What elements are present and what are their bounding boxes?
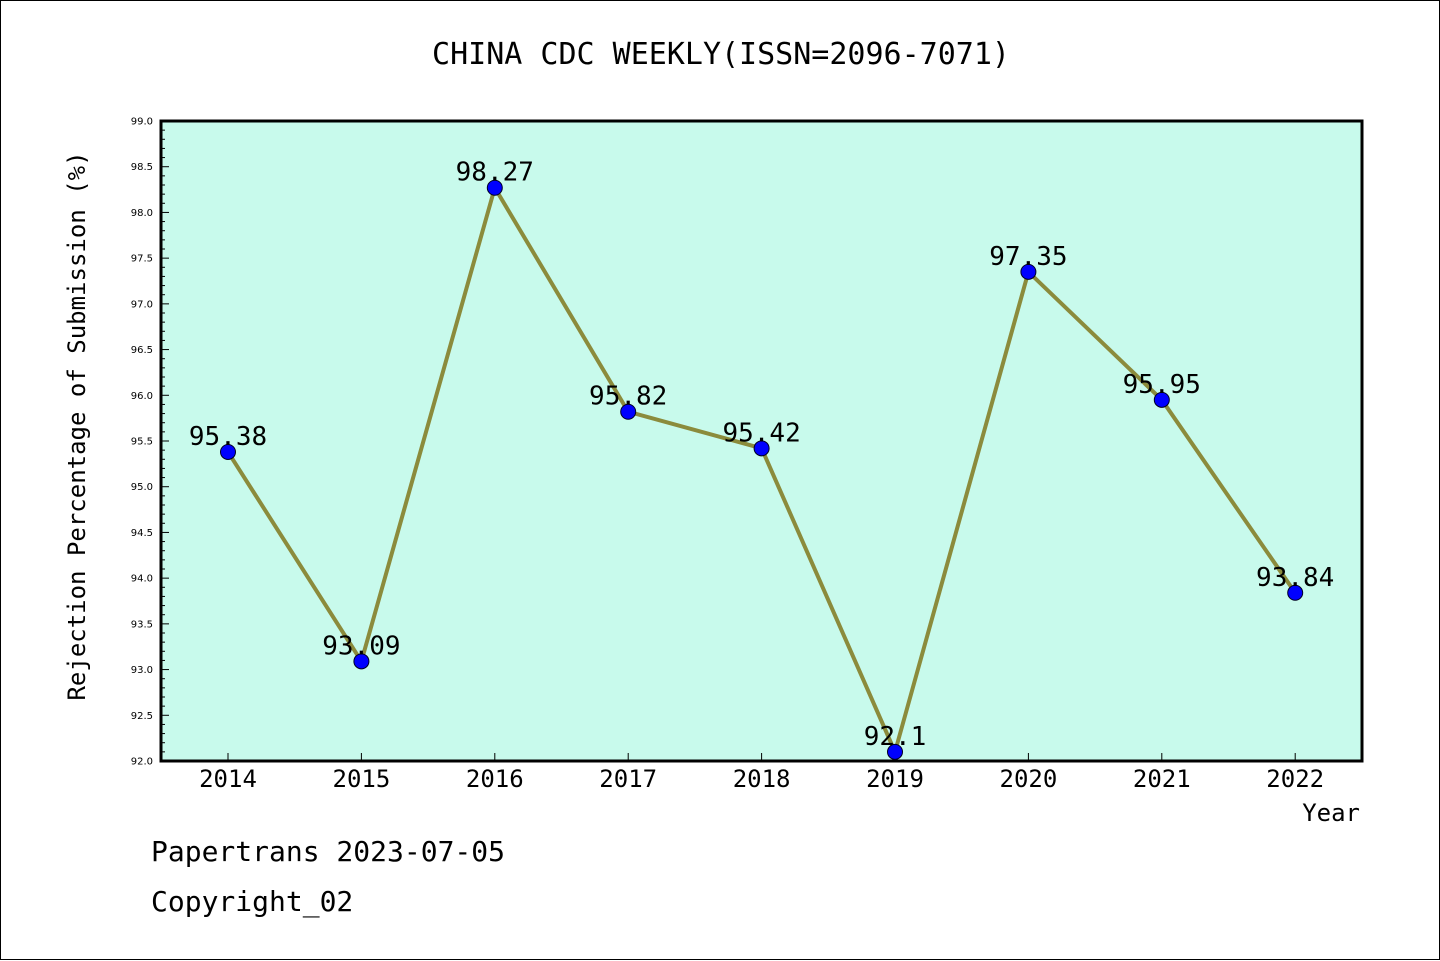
- y-tick-label: 94.0: [131, 574, 153, 585]
- chart-title: CHINA CDC WEEKLY(ISSN=2096-7071): [432, 37, 1010, 72]
- data-point: [353, 653, 370, 670]
- y-tick-label: 93.5: [131, 619, 153, 630]
- x-tick-label: 2017: [599, 765, 657, 793]
- data-label: 95.42: [722, 418, 800, 448]
- x-tick-label: 2016: [466, 765, 524, 793]
- y-tick-label: 99.0: [131, 117, 153, 128]
- data-label: 95.38: [189, 422, 267, 452]
- y-tick-label: 93.0: [131, 665, 153, 676]
- y-tick-label: 94.5: [131, 528, 153, 539]
- y-tick-label: 92.5: [131, 711, 153, 722]
- data-label: 93.84: [1256, 563, 1334, 593]
- y-tick-label: 97.5: [131, 254, 153, 265]
- data-point: [1153, 391, 1170, 408]
- y-tick-label: 96.5: [131, 345, 153, 356]
- series-points: [220, 179, 1304, 760]
- data-point: [1020, 263, 1037, 280]
- x-tick-label: 2019: [866, 765, 924, 793]
- x-axis: 2014 2015 2016 2017 2018 2019 2020 2021 2022: [199, 753, 1324, 793]
- y-tick-label: 95.5: [131, 437, 153, 448]
- y-axis: 92.0 92.5 93.0 93.5 94.0 94.5 95.0 95.5 96.0 96.5…: [131, 117, 169, 768]
- data-point: [887, 743, 903, 760]
- footer-copyright: Copyright_02: [151, 885, 354, 918]
- y-tick-label: 95.0: [131, 482, 153, 493]
- data-point: [220, 443, 236, 460]
- y-axis-title: Rejection Percentage of Submission (%): [63, 151, 91, 700]
- y-tick-label: 97.0: [131, 299, 153, 310]
- data-label: 92.1: [864, 722, 927, 752]
- y-tick-label: 98.0: [131, 208, 153, 219]
- x-tick-label: 2020: [1000, 765, 1058, 793]
- data-label: 95.95: [1123, 370, 1201, 400]
- y-tick-label: 98.5: [131, 162, 153, 173]
- data-labels: 95.38 93.09 98.27 95.82 95.42 92.1 97.35 95.95 9…: [189, 158, 1334, 752]
- data-label: 93.09: [322, 631, 400, 661]
- data-label: 98.27: [456, 158, 534, 188]
- x-tick-label: 2021: [1133, 765, 1191, 793]
- data-point: [620, 403, 637, 420]
- data-point: [1287, 584, 1304, 601]
- x-axis-title: Year: [1302, 799, 1360, 827]
- x-tick-label: 2015: [333, 765, 391, 793]
- data-label: 97.35: [989, 242, 1067, 272]
- x-tick-label: 2014: [199, 765, 257, 793]
- data-label: 95.82: [589, 382, 667, 412]
- x-tick-label: 2018: [733, 765, 791, 793]
- x-tick-label: 2022: [1266, 765, 1324, 793]
- data-point: [486, 179, 503, 196]
- data-point: [753, 440, 770, 457]
- y-tick-label: 96.0: [131, 391, 153, 402]
- footer-date: Papertrans 2023-07-05: [151, 835, 506, 868]
- y-tick-label: 92.0: [131, 757, 153, 768]
